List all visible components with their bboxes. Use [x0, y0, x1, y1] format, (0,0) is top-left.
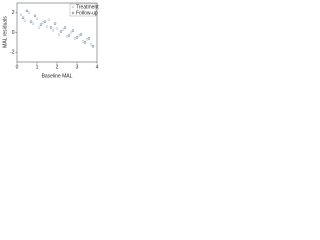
point [69, 31, 73, 34]
point [77, 34, 81, 37]
point [39, 23, 43, 26]
point [43, 20, 47, 23]
point [49, 26, 53, 29]
y-axis-title: MAL residuals [2, 16, 8, 48]
point [59, 30, 63, 33]
point [53, 22, 57, 25]
x-tick-label: 2 [56, 64, 59, 70]
point [71, 29, 75, 32]
point [29, 20, 33, 23]
y-tick-label: 2 [12, 10, 15, 16]
x-tick-label: 1 [36, 64, 39, 70]
point [27, 11, 31, 15]
point [79, 33, 83, 36]
point [81, 40, 85, 43]
point [51, 29, 55, 32]
point [91, 45, 95, 48]
point [21, 16, 25, 19]
point [31, 22, 35, 25]
point [35, 17, 39, 20]
x-axis-title: Baseline MAL [42, 73, 73, 79]
x-tick-label: 0 [16, 64, 19, 70]
point [73, 37, 77, 40]
point [67, 34, 71, 37]
point [55, 27, 59, 30]
point [83, 41, 87, 44]
point [19, 13, 23, 17]
point [37, 26, 41, 29]
point [75, 36, 79, 39]
point [85, 38, 89, 41]
chart: Baseline MAL MAL residuals 0 1 2 3 4 -2 0 2 Trea… [2, 2, 99, 79]
y-tick-label: 0 [12, 30, 15, 36]
legend-label: Follow-up [76, 10, 98, 16]
point [47, 18, 51, 21]
point [57, 33, 61, 36]
legend-label: Treatment [76, 4, 99, 10]
point [25, 9, 29, 13]
x-tick-label: 3 [76, 64, 79, 70]
point [87, 37, 91, 40]
point [45, 25, 49, 28]
point [65, 35, 69, 38]
point [89, 43, 93, 46]
point [61, 28, 65, 31]
legend-box [69, 3, 97, 17]
point [63, 26, 67, 29]
point [41, 21, 45, 24]
legend-marker [71, 5, 75, 9]
point [23, 19, 27, 22]
legend-marker [71, 11, 75, 15]
point [33, 14, 37, 18]
y-tick-label: -2 [10, 49, 15, 55]
x-tick-label: 4 [96, 64, 99, 70]
